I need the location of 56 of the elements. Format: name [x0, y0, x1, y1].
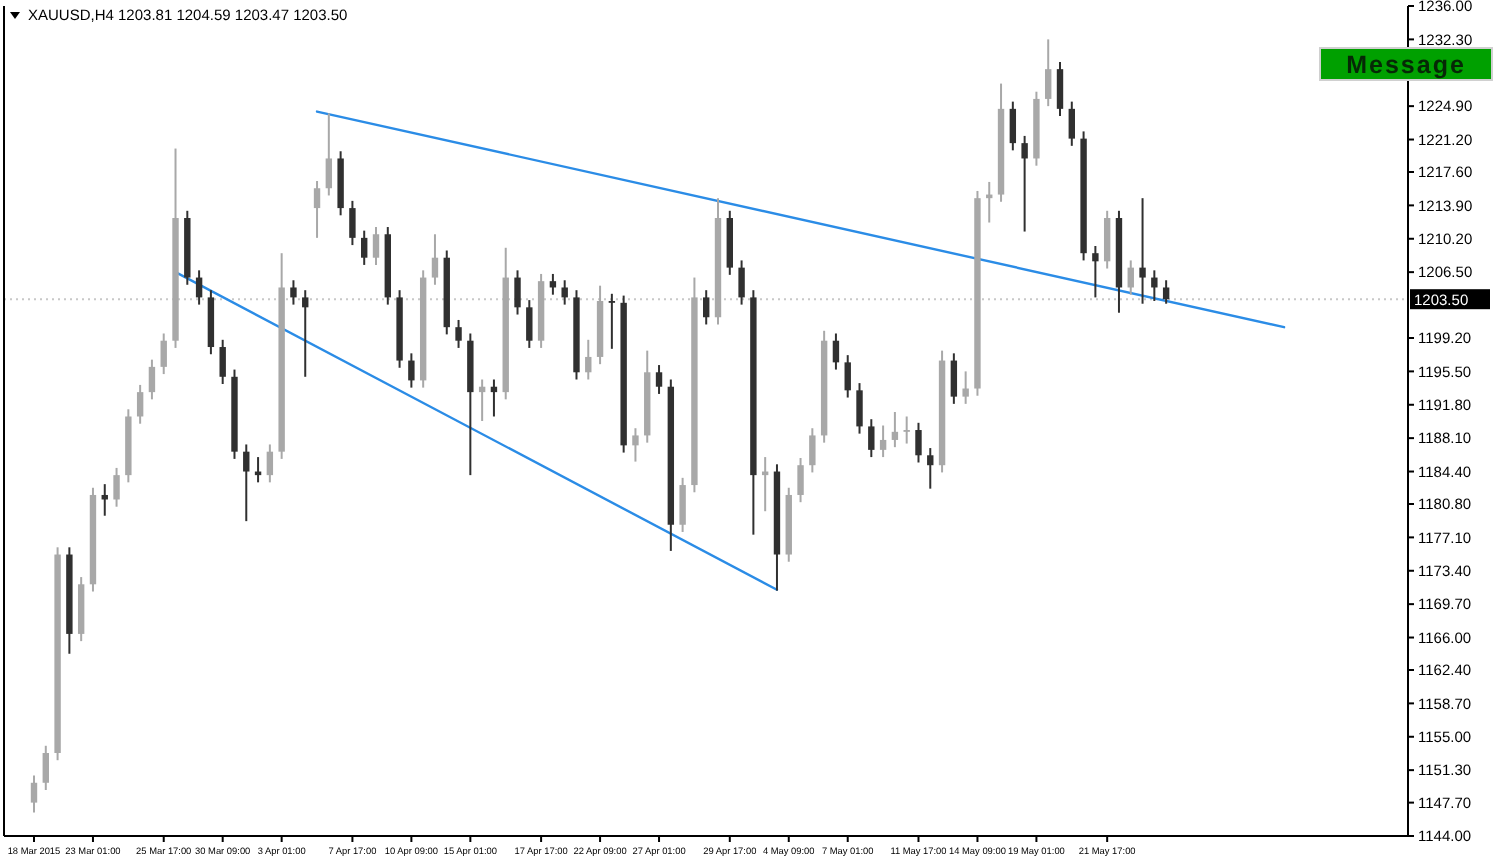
- candlestick: [608, 292, 616, 350]
- candlestick: [1045, 38, 1052, 108]
- candlestick: [302, 289, 309, 378]
- candlestick: [561, 279, 568, 306]
- candlestick: [42, 744, 49, 791]
- candlestick: [1056, 60, 1064, 118]
- candlestick: [526, 299, 533, 349]
- candlestick: [148, 358, 156, 401]
- candlestick: [797, 456, 804, 504]
- candlestick: [455, 318, 462, 349]
- candlestick: [266, 443, 274, 484]
- candlestick: [1162, 279, 1170, 305]
- candlestick: [879, 424, 887, 459]
- candlestick: [361, 229, 368, 266]
- candlestick: [1021, 134, 1028, 233]
- candlestick: [349, 199, 356, 247]
- candlestick: [915, 421, 922, 464]
- candlestick: [514, 269, 521, 316]
- candlestick: [243, 443, 250, 523]
- candlestick: [856, 382, 863, 435]
- candlestick: [549, 272, 557, 296]
- candlestick: [1103, 209, 1111, 270]
- candlestick: [1127, 259, 1134, 296]
- candlestick: [30, 774, 38, 814]
- candlestick: [632, 427, 639, 463]
- candlestick: [195, 269, 203, 306]
- candlestick: [1068, 100, 1075, 147]
- candlestick: [1151, 269, 1158, 303]
- candlestick: [738, 259, 745, 306]
- candlestick: [868, 418, 875, 459]
- candlestick: [431, 233, 439, 286]
- candlestick: [1092, 244, 1099, 299]
- candlestick: [903, 415, 910, 445]
- candlestick: [927, 447, 934, 490]
- candlestick: [1139, 197, 1146, 305]
- candlestick: [844, 354, 851, 399]
- candlestick: [809, 427, 816, 474]
- candlestick: [136, 383, 144, 425]
- candlestick: [585, 338, 592, 381]
- candlestick: [408, 352, 415, 389]
- candlestick: [832, 332, 840, 371]
- candlestick: [160, 332, 167, 376]
- candlestick: [290, 279, 297, 306]
- candlestick: [372, 226, 380, 266]
- candlestick: [325, 112, 333, 197]
- candlestick: [1009, 100, 1017, 152]
- candlestick: [219, 338, 226, 386]
- candlestick: [891, 410, 899, 449]
- candlestick: [113, 466, 120, 508]
- candlestick: [950, 352, 958, 405]
- candlestick: [703, 289, 710, 326]
- candlestick: [962, 370, 969, 405]
- candlestick: [313, 180, 321, 239]
- candlestick: [679, 476, 686, 533]
- candlestick: [655, 364, 663, 395]
- annotation: Message: [1346, 51, 1466, 79]
